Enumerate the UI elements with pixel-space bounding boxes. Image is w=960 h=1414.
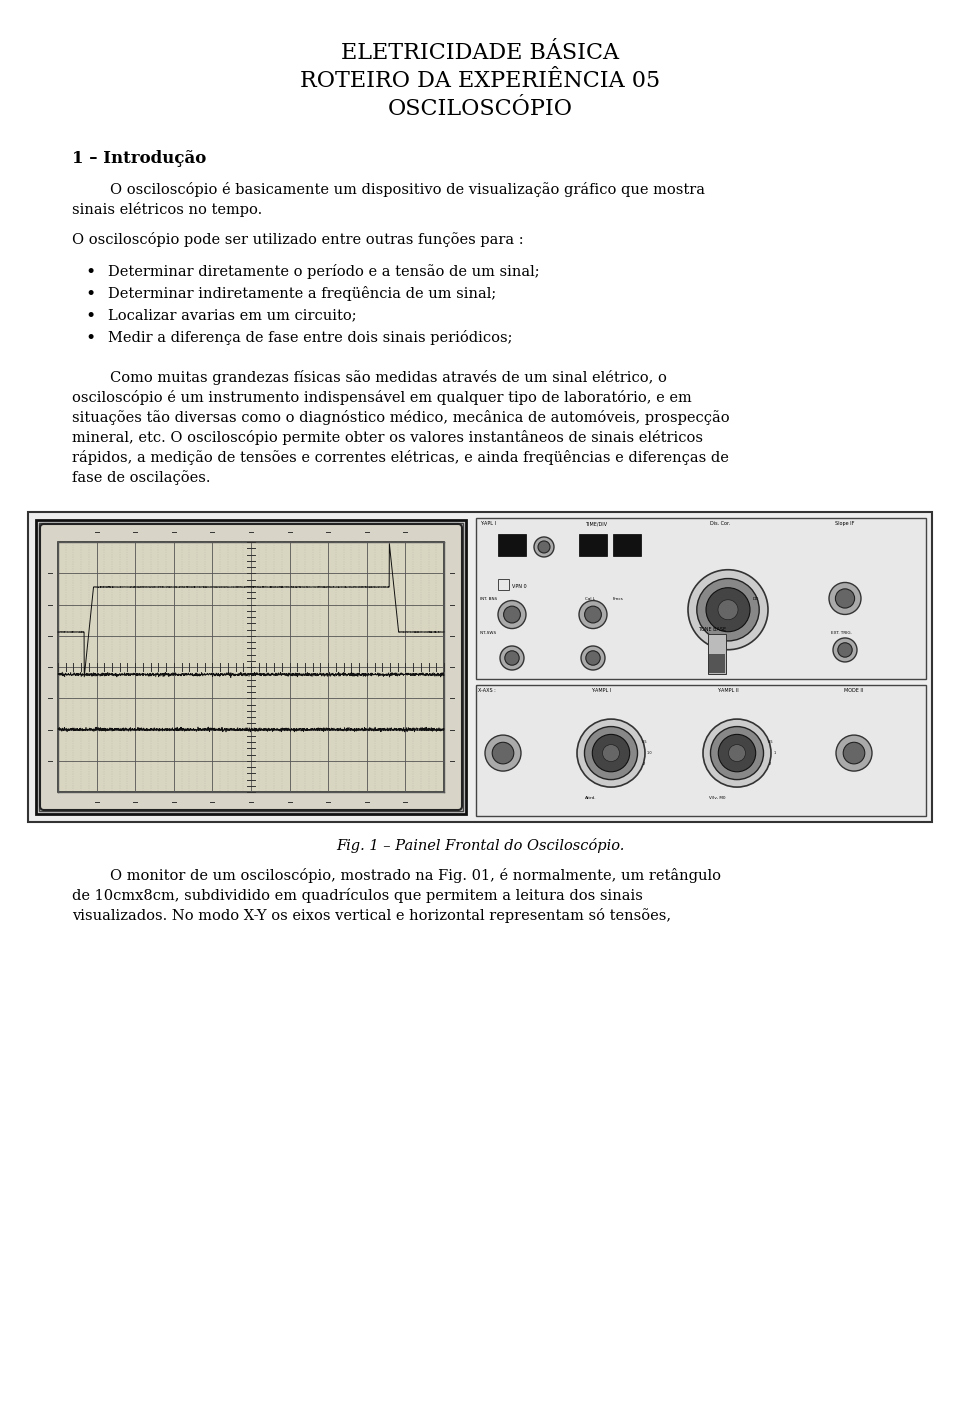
Text: EXT. TRIG.: EXT. TRIG.	[831, 631, 852, 635]
Text: 1: 1	[774, 751, 776, 755]
Text: VPN 0: VPN 0	[512, 584, 527, 590]
Circle shape	[697, 578, 759, 641]
Text: OSCILOSCÓPIO: OSCILOSCÓPIO	[388, 98, 572, 120]
Circle shape	[592, 734, 630, 772]
Text: Localizar avarias em um circuito;: Localizar avarias em um circuito;	[108, 308, 356, 322]
Text: Cal L: Cal L	[585, 597, 595, 601]
Text: osciloscópio é um instrumento indispensável em qualquer tipo de laboratório, e e: osciloscópio é um instrumento indispensá…	[72, 390, 692, 404]
Circle shape	[577, 720, 645, 788]
Circle shape	[586, 650, 600, 665]
Text: 0.5: 0.5	[768, 740, 773, 744]
Text: situações tão diversas como o diagnóstico médico, mecânica de automóveis, prospe: situações tão diversas como o diagnóstic…	[72, 410, 730, 426]
Text: Slope IF: Slope IF	[835, 520, 854, 526]
Text: fase de oscilações.: fase de oscilações.	[72, 469, 210, 485]
Text: Y-APL I: Y-APL I	[480, 520, 496, 526]
Circle shape	[718, 600, 738, 619]
Circle shape	[729, 745, 746, 762]
Bar	[498, 580, 509, 590]
Text: •: •	[84, 264, 95, 281]
Text: •: •	[84, 308, 95, 325]
Text: rápidos, a medição de tensões e correntes elétricas, e ainda freqüências e difer: rápidos, a medição de tensões e corrente…	[72, 450, 729, 465]
Text: Attrd.: Attrd.	[585, 796, 596, 800]
Text: mineral, etc. O osciloscópio permite obter os valores instantâneos de sinais elé: mineral, etc. O osciloscópio permite obt…	[72, 430, 703, 445]
Circle shape	[500, 646, 524, 670]
Circle shape	[603, 745, 619, 762]
Text: •: •	[84, 329, 95, 346]
Text: 0.5: 0.5	[641, 740, 647, 744]
Text: Y-AMPL II: Y-AMPL II	[717, 689, 739, 693]
Text: ROTEIRO DA EXPERIÊNCIA 05: ROTEIRO DA EXPERIÊNCIA 05	[300, 71, 660, 92]
Circle shape	[505, 650, 519, 665]
Text: TONE BASE: TONE BASE	[698, 628, 726, 632]
Text: 1.0: 1.0	[646, 751, 652, 755]
Text: sinais elétricos no tempo.: sinais elétricos no tempo.	[72, 202, 262, 216]
Circle shape	[688, 570, 768, 649]
Circle shape	[585, 607, 601, 624]
Text: TIME/DIV: TIME/DIV	[585, 520, 607, 526]
Circle shape	[485, 735, 521, 771]
Bar	[579, 534, 607, 556]
Text: visualizados. No modo X-Y os eixos vertical e horizontal representam só tensões,: visualizados. No modo X-Y os eixos verti…	[72, 908, 671, 923]
Bar	[58, 542, 444, 792]
Text: Fig. 1 – Painel Frontal do Osciloscópio.: Fig. 1 – Painel Frontal do Osciloscópio.	[336, 839, 624, 853]
Circle shape	[504, 607, 520, 624]
Circle shape	[703, 720, 771, 788]
Text: INT. BNS: INT. BNS	[480, 597, 497, 601]
Circle shape	[498, 601, 526, 629]
Text: Medir a diferença de fase entre dois sinais periódicos;: Medir a diferença de fase entre dois sin…	[108, 329, 513, 345]
Text: X-AXS :: X-AXS :	[478, 689, 495, 693]
Circle shape	[829, 583, 861, 615]
Text: 2: 2	[643, 762, 645, 766]
Circle shape	[838, 643, 852, 658]
Bar	[709, 653, 725, 673]
Circle shape	[718, 734, 756, 772]
Text: de 10cmx8cm, subdividido em quadrículos que permitem a leitura dos sinais: de 10cmx8cm, subdividido em quadrículos …	[72, 888, 643, 904]
Text: DO: DO	[753, 597, 759, 601]
Text: Frncs: Frncs	[613, 597, 624, 601]
Circle shape	[538, 542, 550, 553]
Text: Dis. Cor.: Dis. Cor.	[710, 520, 731, 526]
Circle shape	[579, 601, 607, 629]
Text: MODE II: MODE II	[844, 689, 863, 693]
Circle shape	[492, 742, 514, 764]
Circle shape	[534, 537, 554, 557]
Circle shape	[710, 727, 763, 779]
Circle shape	[836, 735, 872, 771]
Text: Determinar indiretamente a freqüência de um sinal;: Determinar indiretamente a freqüência de…	[108, 286, 496, 301]
Circle shape	[843, 742, 865, 764]
Circle shape	[835, 588, 854, 608]
Bar	[39, 523, 463, 812]
FancyBboxPatch shape	[40, 525, 462, 810]
Text: Determinar diretamente o período e a tensão de um sinal;: Determinar diretamente o período e a ten…	[108, 264, 540, 279]
Bar	[498, 534, 526, 556]
Text: V/lv, M0: V/lv, M0	[709, 796, 726, 800]
Bar	[613, 534, 641, 556]
Text: O monitor de um osciloscópio, mostrado na Fig. 01, é normalmente, um retângulo: O monitor de um osciloscópio, mostrado n…	[110, 868, 721, 882]
Bar	[28, 512, 932, 822]
Circle shape	[585, 727, 637, 779]
Text: Y-AMPL I: Y-AMPL I	[591, 689, 612, 693]
Text: 2: 2	[769, 762, 772, 766]
Text: INT-SWS: INT-SWS	[480, 631, 497, 635]
Bar	[36, 520, 466, 814]
Text: ELETRICIDADE BÁSICA: ELETRICIDADE BÁSICA	[341, 42, 619, 64]
Bar	[708, 633, 726, 674]
Bar	[476, 518, 926, 679]
Text: O osciloscópio é basicamente um dispositivo de visualização gráfico que mostra: O osciloscópio é basicamente um disposit…	[110, 182, 705, 197]
Circle shape	[706, 588, 750, 632]
Circle shape	[833, 638, 857, 662]
Text: Como muitas grandezas físicas são medidas através de um sinal elétrico, o: Como muitas grandezas físicas são medida…	[110, 370, 667, 385]
Text: •: •	[84, 286, 95, 303]
Bar	[476, 684, 926, 816]
Circle shape	[581, 646, 605, 670]
Text: O osciloscópio pode ser utilizado entre outras funções para :: O osciloscópio pode ser utilizado entre …	[72, 232, 523, 247]
Text: 1 – Introdução: 1 – Introdução	[72, 150, 206, 167]
